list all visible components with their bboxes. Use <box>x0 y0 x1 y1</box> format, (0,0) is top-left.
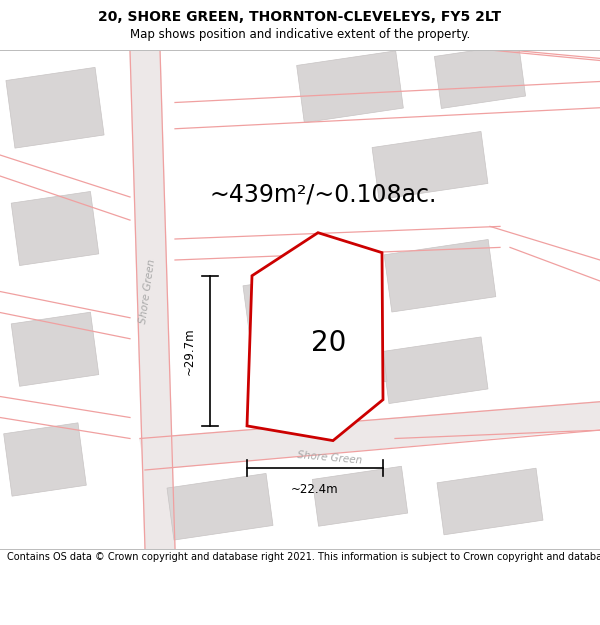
Text: Contains OS data © Crown copyright and database right 2021. This information is : Contains OS data © Crown copyright and d… <box>7 552 600 562</box>
Bar <box>313 466 407 526</box>
Text: Shore Green: Shore Green <box>297 449 363 465</box>
Text: 20, SHORE GREEN, THORNTON-CLEVELEYS, FY5 2LT: 20, SHORE GREEN, THORNTON-CLEVELEYS, FY5… <box>98 10 502 24</box>
Bar <box>167 474 273 540</box>
Bar <box>4 423 86 496</box>
Bar <box>384 239 496 312</box>
Bar <box>437 468 543 535</box>
Bar <box>296 51 403 122</box>
Bar <box>382 337 488 404</box>
Polygon shape <box>130 50 175 549</box>
Text: Map shows position and indicative extent of the property.: Map shows position and indicative extent… <box>130 28 470 41</box>
Bar <box>11 312 99 386</box>
Bar <box>434 44 526 109</box>
Bar <box>6 68 104 148</box>
Polygon shape <box>247 232 383 441</box>
Text: 20: 20 <box>311 329 347 357</box>
Bar <box>243 267 387 400</box>
Bar <box>11 191 99 266</box>
Text: Shore Green: Shore Green <box>139 259 157 324</box>
Polygon shape <box>140 402 600 470</box>
Text: ~29.7m: ~29.7m <box>183 327 196 374</box>
Bar <box>372 131 488 199</box>
Text: ~22.4m: ~22.4m <box>291 482 339 496</box>
Text: ~439m²/~0.108ac.: ~439m²/~0.108ac. <box>210 183 437 207</box>
